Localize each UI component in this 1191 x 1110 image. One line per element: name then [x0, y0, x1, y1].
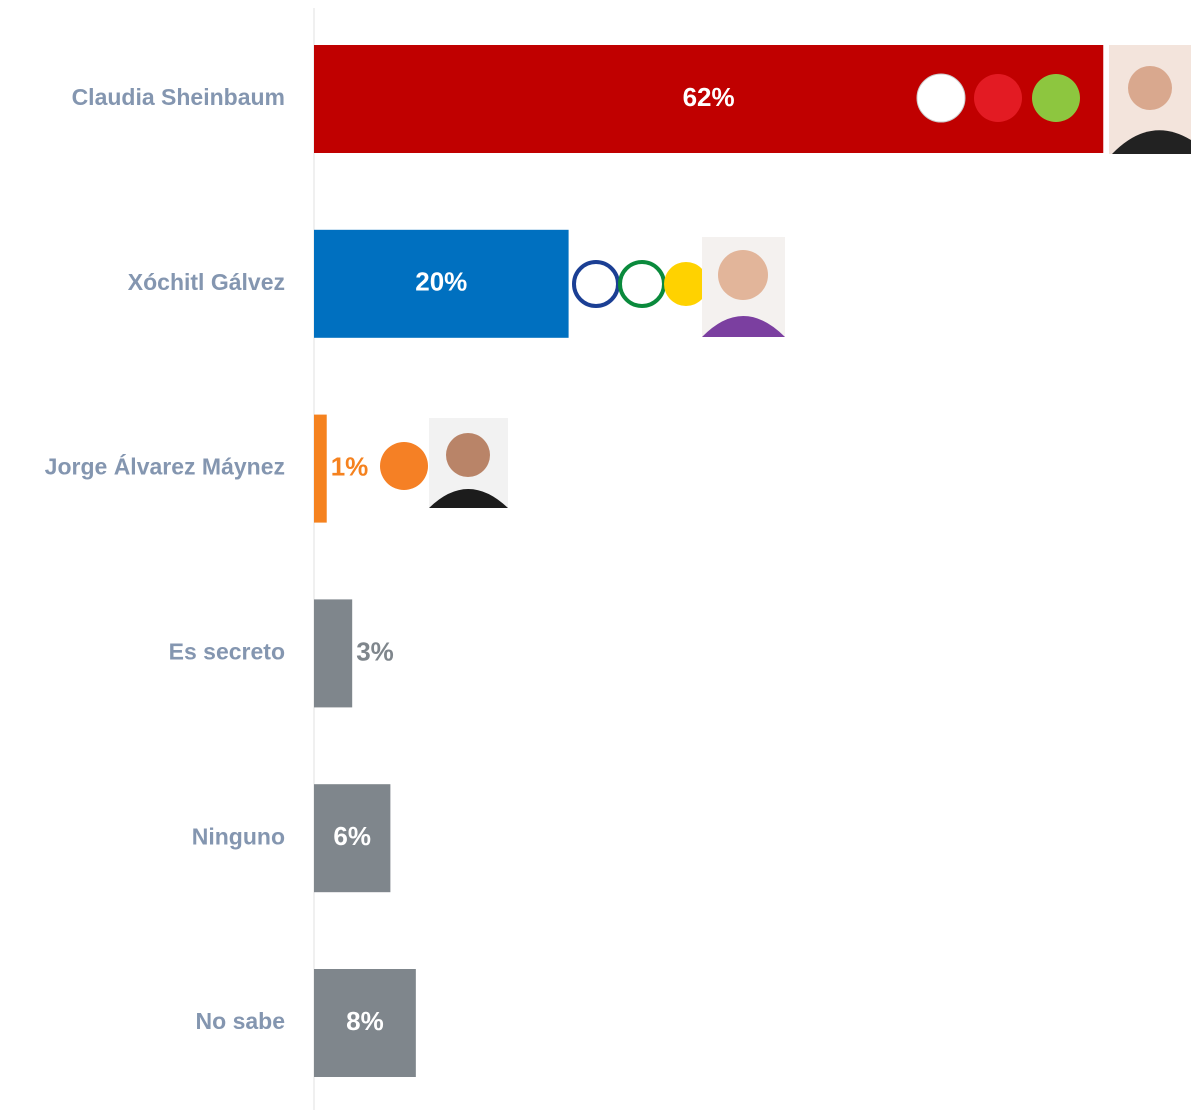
- value-label: 20%: [415, 267, 467, 297]
- photo: [718, 250, 768, 300]
- category-label: Es secreto: [169, 638, 285, 664]
- value-label: 1%: [331, 451, 369, 481]
- category-label: Claudia Sheinbaum: [72, 84, 285, 110]
- category-label: Jorge Álvarez Máynez: [45, 453, 285, 480]
- bar: [314, 45, 1104, 153]
- party-logo: [618, 260, 666, 308]
- photo: [1112, 130, 1191, 154]
- plot: Claudia Sheinbaum 62% Xóchitl Gálvez 20% Jor…: [45, 45, 1104, 1077]
- bar: [314, 599, 353, 708]
- value-label: 8%: [346, 1006, 384, 1036]
- value-label: 62%: [683, 82, 735, 112]
- photo: [702, 316, 785, 337]
- party-logo: [916, 73, 966, 123]
- party-logo: [380, 442, 428, 490]
- photo: [446, 433, 490, 477]
- photo: [429, 489, 508, 508]
- party-logo: [572, 260, 620, 308]
- bar: [314, 414, 327, 523]
- bar: [314, 229, 569, 338]
- category-label: No sabe: [196, 1008, 285, 1034]
- decorations: [380, 45, 1191, 508]
- photo: [1128, 66, 1172, 110]
- bar: [314, 784, 391, 893]
- party-logo: [1032, 74, 1080, 122]
- category-label: Xóchitl Gálvez: [128, 269, 285, 295]
- party-logo: [664, 262, 708, 306]
- party-logo: [974, 74, 1022, 122]
- value-label: 3%: [356, 636, 394, 666]
- bar: [314, 969, 416, 1077]
- category-label: Ninguno: [192, 823, 285, 849]
- value-label: 6%: [333, 821, 371, 851]
